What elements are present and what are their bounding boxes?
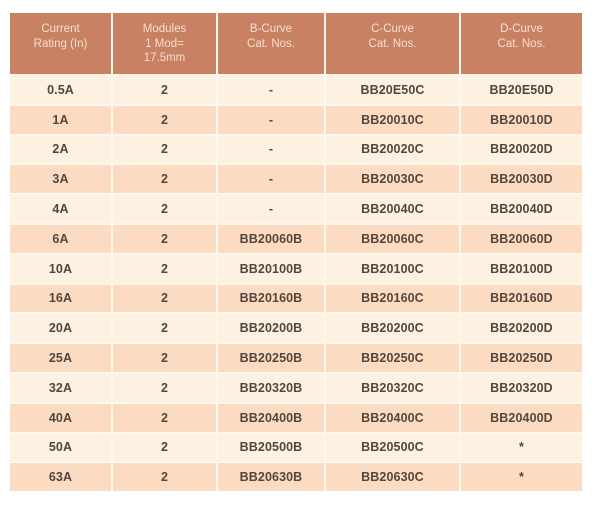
cell-modules: 2 [113, 433, 216, 462]
cell-b-curve-cat-no: BB20400B [218, 403, 324, 432]
cell-d-curve-cat-no: BB20060D [461, 224, 582, 253]
cell-d-curve-cat-no: BB20100D [461, 254, 582, 283]
cell-c-curve-cat-no: BB20630C [326, 463, 459, 492]
cell-current-rating: 1A [10, 105, 111, 134]
cell-current-rating: 25A [10, 344, 111, 372]
cell-b-curve-cat-no: - [218, 105, 324, 134]
cell-modules: 2 [113, 254, 216, 283]
cell-current-rating: 40A [10, 403, 111, 432]
table-row: 2A 2- BB20020C BB20020D [10, 135, 582, 164]
cell-c-curve-cat-no: BB20250C [326, 344, 459, 372]
cell-c-curve-cat-no: BB20060C [326, 224, 459, 253]
cell-b-curve-cat-no: BB20250B [218, 344, 324, 372]
cell-current-rating: 0.5A [10, 76, 111, 104]
cell-c-curve-cat-no: BB20100C [326, 254, 459, 283]
cell-current-rating: 32A [10, 373, 111, 402]
cell-d-curve-cat-no: BB20E50D [461, 76, 582, 104]
cell-c-curve-cat-no: BB20320C [326, 373, 459, 402]
cell-d-curve-cat-no: * [461, 433, 582, 462]
column-header-modules: Modules 1 Mod= 17.5mm [113, 13, 216, 74]
cell-c-curve-cat-no: BB20160C [326, 284, 459, 313]
table-row: 50A 2 BB20500B BB20500C * [10, 433, 582, 462]
column-header-c-curve: C-Curve Cat. Nos. [326, 13, 459, 74]
table-row: 4A 2- BB20040C BB20040D [10, 195, 582, 223]
cell-modules: 2 [113, 463, 216, 492]
table-row: 25A 2 BB20250B BB20250C BB20250D [10, 344, 582, 372]
table-row: 63A 2 BB20630B BB20630C * [10, 463, 582, 492]
cell-c-curve-cat-no: BB20200C [326, 314, 459, 343]
cell-b-curve-cat-no: - [218, 76, 324, 104]
cell-current-rating: 6A [10, 224, 111, 253]
cell-d-curve-cat-no: BB20040D [461, 195, 582, 223]
cell-modules: 2 [113, 373, 216, 402]
cell-current-rating: 16A [10, 284, 111, 313]
cell-current-rating: 50A [10, 433, 111, 462]
cell-b-curve-cat-no: BB20200B [218, 314, 324, 343]
cell-c-curve-cat-no: BB20020C [326, 135, 459, 164]
cell-d-curve-cat-no: BB20160D [461, 284, 582, 313]
cell-d-curve-cat-no: BB20200D [461, 314, 582, 343]
cell-modules: 2 [113, 135, 216, 164]
cell-b-curve-cat-no: - [218, 135, 324, 164]
column-header-current-rating: Current Rating (In) [10, 13, 111, 74]
table-row: 16A 2 BB20160B BB20160C BB20160D [10, 284, 582, 313]
cell-d-curve-cat-no: BB20010D [461, 105, 582, 134]
table-row: 32A 2 BB20320B BB20320C BB20320D [10, 373, 582, 402]
table-row: 10A 2 BB20100B BB20100C BB20100D [10, 254, 582, 283]
table-header-row: Current Rating (In) Modules 1 Mod= 17.5m… [10, 13, 582, 74]
cell-b-curve-cat-no: - [218, 195, 324, 223]
table-row: 6A 2 BB20060B BB20060C BB20060D [10, 224, 582, 253]
cell-b-curve-cat-no: BB20160B [218, 284, 324, 313]
cell-modules: 2 [113, 195, 216, 223]
table-row: 20A 2 BB20200B BB20200C BB20200D [10, 314, 582, 343]
cell-d-curve-cat-no: BB20250D [461, 344, 582, 372]
cell-modules: 2 [113, 105, 216, 134]
table-row: 40A 2 BB20400B BB20400C BB20400D [10, 403, 582, 432]
table-row: 0.5A 2- BB20E50C BB20E50D [10, 76, 582, 104]
cell-modules: 2 [113, 344, 216, 372]
cell-c-curve-cat-no: BB20500C [326, 433, 459, 462]
cell-d-curve-cat-no: BB20030D [461, 165, 582, 194]
cell-modules: 2 [113, 224, 216, 253]
cell-b-curve-cat-no: BB20060B [218, 224, 324, 253]
cell-d-curve-cat-no: BB20320D [461, 373, 582, 402]
table-row: 3A 2- BB20030C BB20030D [10, 165, 582, 194]
cell-current-rating: 4A [10, 195, 111, 223]
cell-current-rating: 3A [10, 165, 111, 194]
table-body: 0.5A 2- BB20E50C BB20E50D 1A 2- BB20010C BB2001… [10, 76, 582, 492]
cell-d-curve-cat-no: * [461, 463, 582, 492]
cell-modules: 2 [113, 165, 216, 194]
cell-current-rating: 2A [10, 135, 111, 164]
cell-c-curve-cat-no: BB20E50C [326, 76, 459, 104]
cell-modules: 2 [113, 284, 216, 313]
cell-current-rating: 20A [10, 314, 111, 343]
cell-modules: 2 [113, 76, 216, 104]
cell-c-curve-cat-no: BB20400C [326, 403, 459, 432]
cell-current-rating: 10A [10, 254, 111, 283]
catalog-table: Current Rating (In) Modules 1 Mod= 17.5m… [10, 13, 582, 492]
cell-b-curve-cat-no: BB20630B [218, 463, 324, 492]
table-row: 1A 2- BB20010C BB20010D [10, 105, 582, 134]
cell-b-curve-cat-no: BB20320B [218, 373, 324, 402]
cell-d-curve-cat-no: BB20400D [461, 403, 582, 432]
cell-current-rating: 63A [10, 463, 111, 492]
column-header-d-curve: D-Curve Cat. Nos. [461, 13, 582, 74]
cell-c-curve-cat-no: BB20030C [326, 165, 459, 194]
cell-c-curve-cat-no: BB20010C [326, 105, 459, 134]
column-header-b-curve: B-Curve Cat. Nos. [218, 13, 324, 74]
cell-c-curve-cat-no: BB20040C [326, 195, 459, 223]
cell-modules: 2 [113, 403, 216, 432]
cell-d-curve-cat-no: BB20020D [461, 135, 582, 164]
cell-b-curve-cat-no: BB20500B [218, 433, 324, 462]
cell-b-curve-cat-no: BB20100B [218, 254, 324, 283]
cell-b-curve-cat-no: - [218, 165, 324, 194]
cell-modules: 2 [113, 314, 216, 343]
